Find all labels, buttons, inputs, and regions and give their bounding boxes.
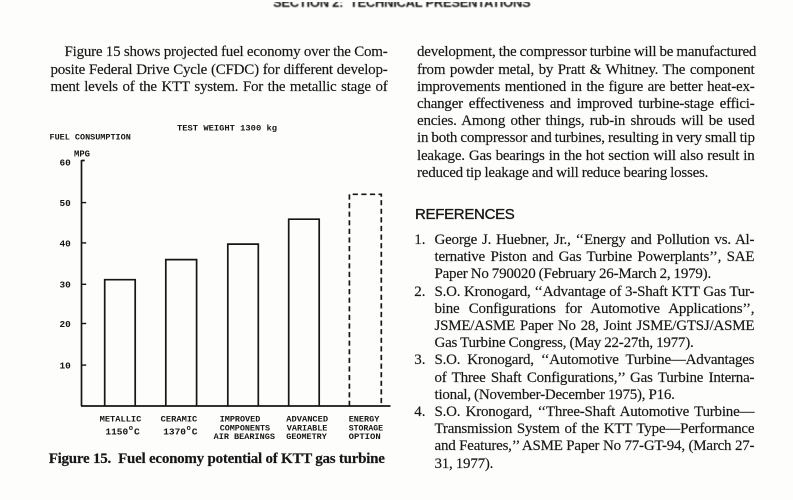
svg-text:MPG: MPG: [74, 150, 90, 160]
svg-text:ADVANCED: ADVANCED: [286, 415, 328, 425]
svg-text:OPTION: OPTION: [349, 432, 381, 442]
svg-text:20: 20: [60, 319, 72, 330]
svg-text:CERAMIC: CERAMIC: [161, 415, 198, 425]
svg-text:30: 30: [60, 280, 72, 291]
svg-text:10: 10: [60, 360, 72, 371]
svg-text:1150: 1150: [105, 427, 128, 438]
svg-text:IMPROVED: IMPROVED: [220, 415, 261, 425]
svg-text:COMPONENTS: COMPONENTS: [220, 423, 270, 433]
svg-text:TEST WEIGHT 1300 kg: TEST WEIGHT 1300 kg: [177, 123, 277, 133]
svg-text:C: C: [192, 427, 198, 438]
svg-text:60: 60: [60, 158, 72, 169]
svg-text:40: 40: [60, 238, 72, 249]
svg-text:FUEL CONSUMPTION: FUEL CONSUMPTION: [50, 132, 131, 142]
svg-text:VARIABLE: VARIABLE: [287, 423, 328, 433]
svg-text:ENERGY: ENERGY: [349, 415, 380, 425]
svg-text:o: o: [187, 425, 191, 433]
svg-text:C: C: [134, 427, 140, 438]
svg-text:1370: 1370: [163, 427, 186, 438]
svg-text:AIR BEARINGS: AIR BEARINGS: [214, 432, 275, 442]
svg-text:STORAGE: STORAGE: [349, 423, 383, 433]
svg-text:GEOMETRY: GEOMETRY: [286, 432, 327, 442]
svg-text:METALLIC: METALLIC: [100, 415, 142, 425]
svg-text:50: 50: [60, 198, 72, 209]
svg-text:o: o: [129, 425, 133, 433]
